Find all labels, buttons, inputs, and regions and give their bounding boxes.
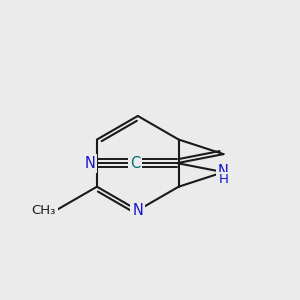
- Text: H: H: [219, 173, 228, 186]
- Text: N: N: [132, 203, 143, 218]
- Text: C: C: [130, 156, 140, 171]
- Text: N: N: [85, 156, 95, 171]
- Text: N: N: [218, 164, 229, 179]
- Text: CH₃: CH₃: [32, 204, 56, 217]
